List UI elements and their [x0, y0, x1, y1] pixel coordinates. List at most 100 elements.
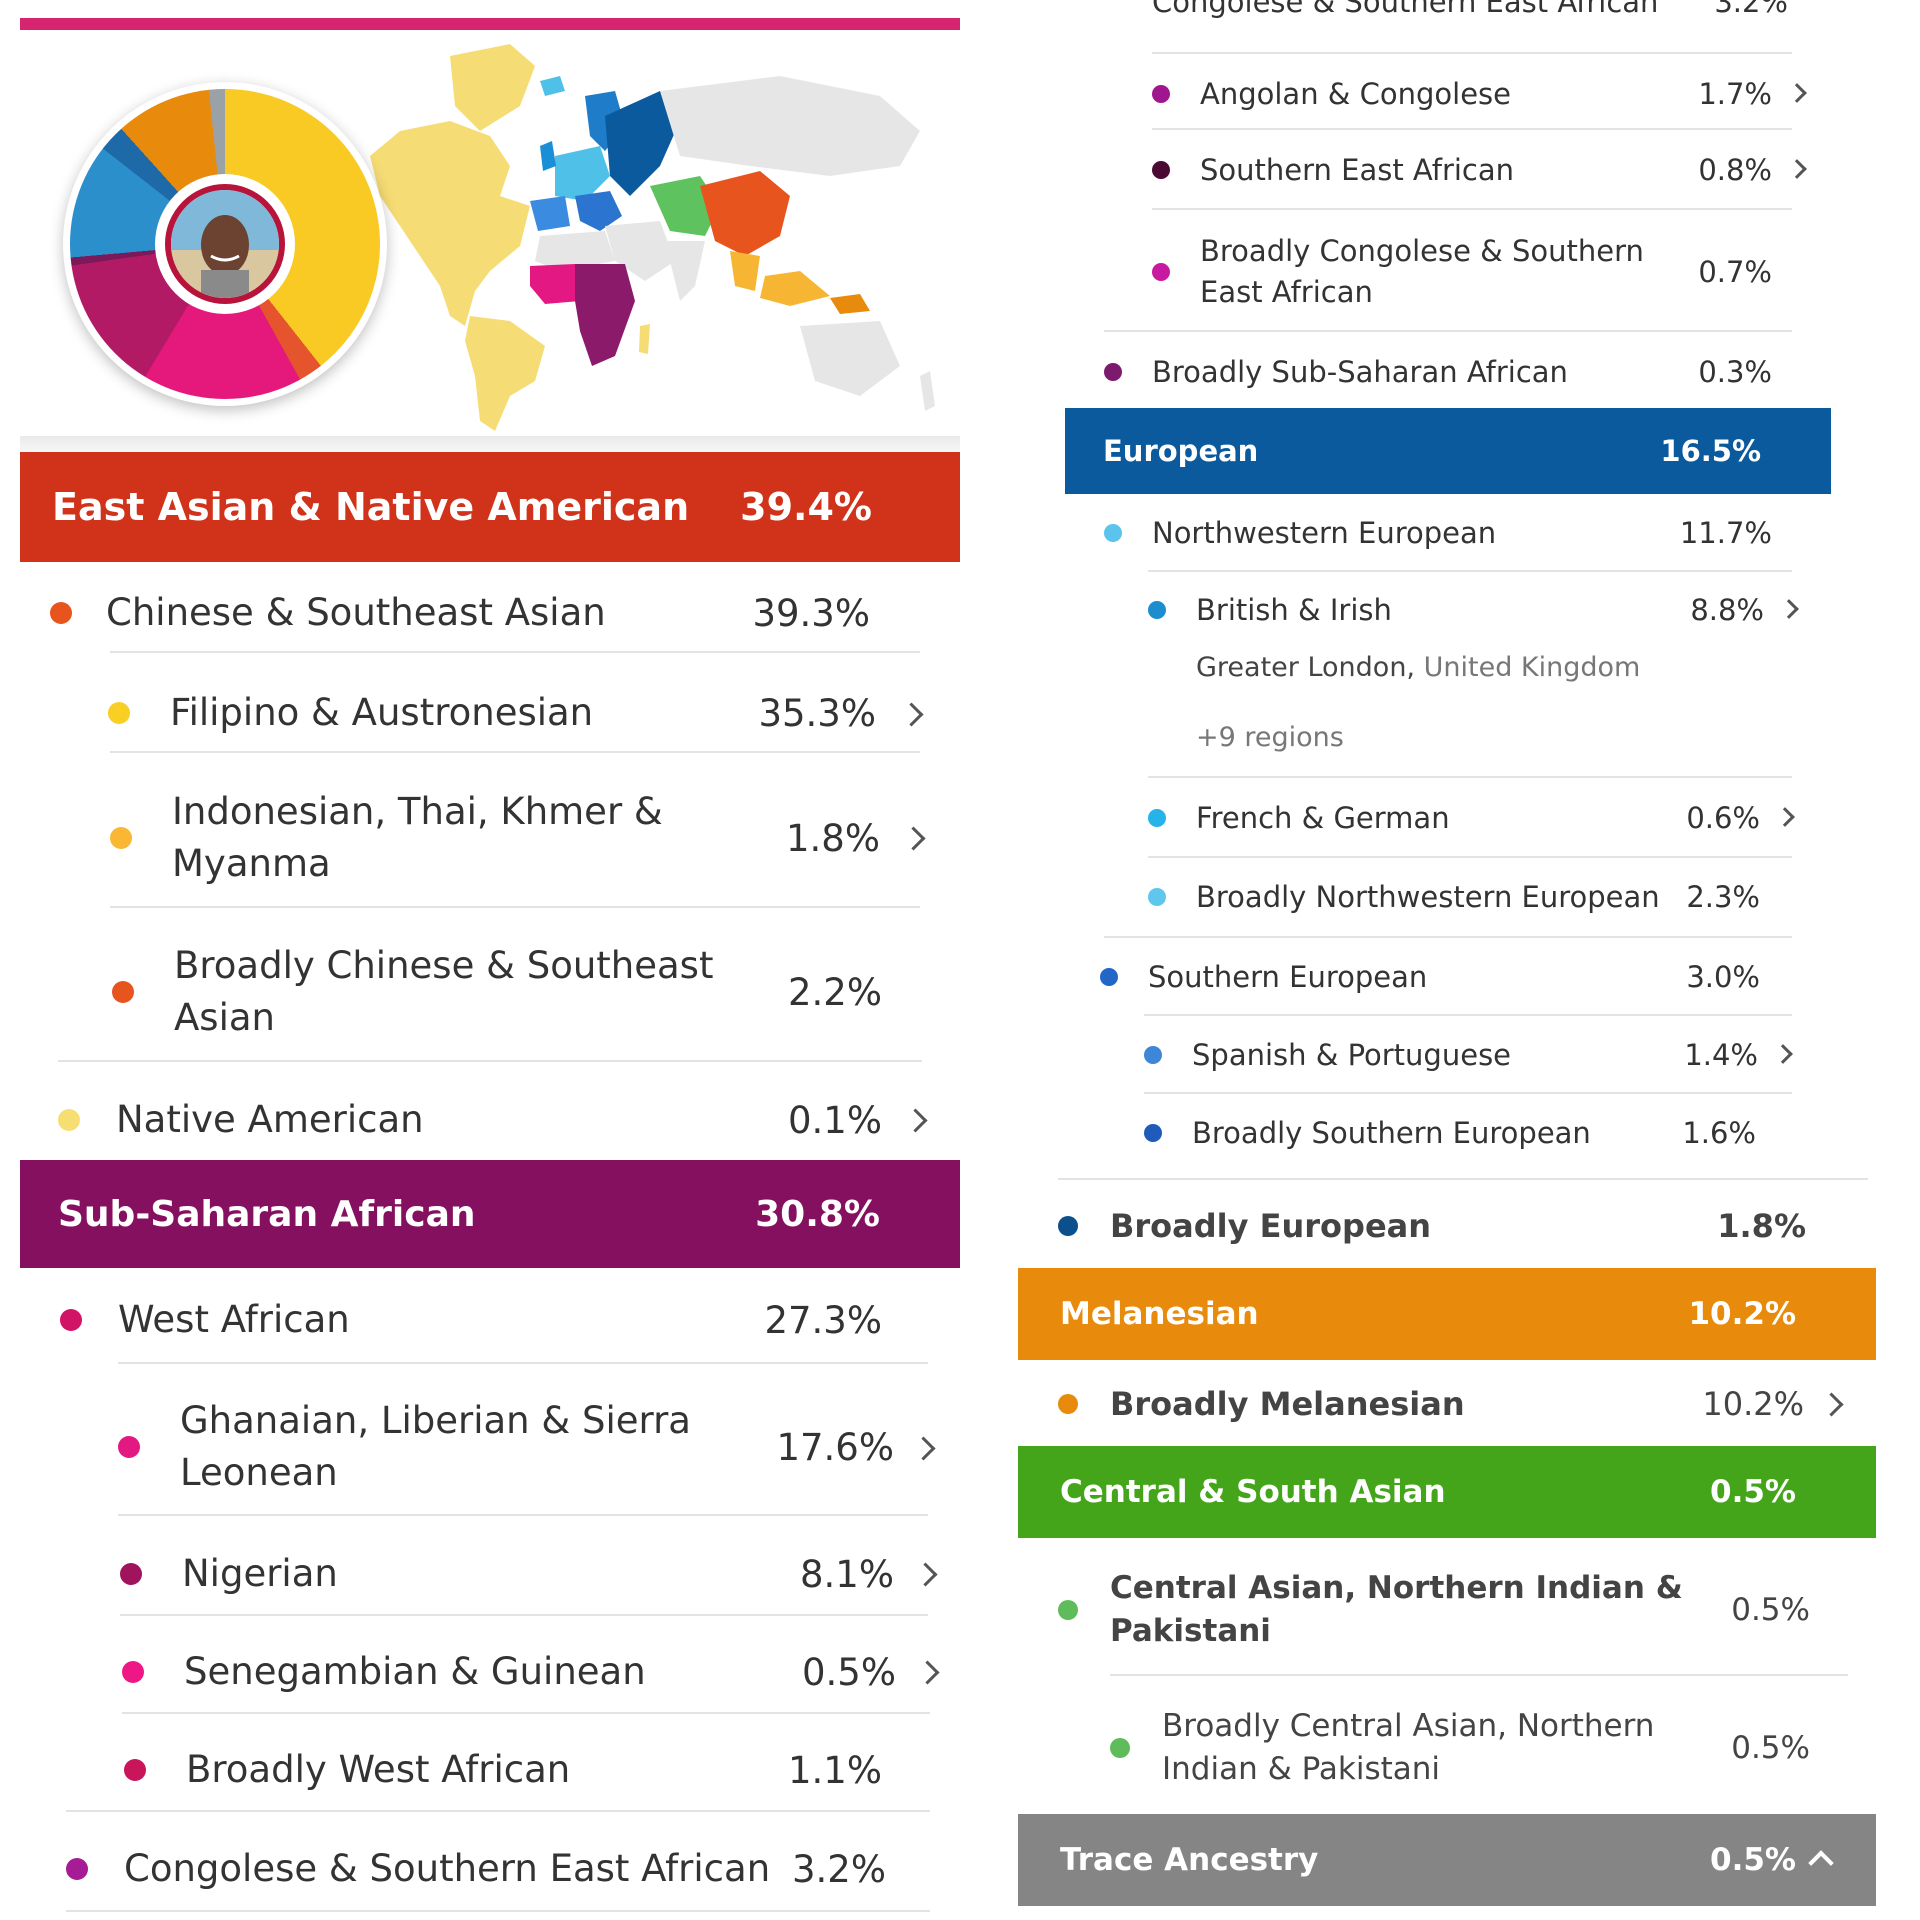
list-item-broadly-west-african[interactable]: Broadly West African 1.1%	[124, 1732, 944, 1808]
color-dot	[1110, 1738, 1130, 1758]
list-item-indonesian-thai-khmer[interactable]: Indonesian, Thai, Khmer & Myanma 1.8%	[110, 778, 930, 898]
region-band-central-south-asian[interactable]: Central & South Asian 0.5%	[1018, 1446, 1876, 1538]
list-item-percent: 0.8%	[1698, 153, 1772, 187]
list-item-broadly-congolese-southern-east-african[interactable]: Broadly Congolese & Southern East Africa…	[1152, 222, 1812, 322]
list-item-label: Broadly Melanesian	[1110, 1384, 1465, 1423]
list-item-central-asian-northern-indian-pakistani[interactable]: Central Asian, Northern Indian & Pakista…	[1058, 1556, 1876, 1664]
chevron-right-icon[interactable]	[901, 826, 926, 851]
list-item-label: Broadly European	[1110, 1206, 1432, 1245]
list-item-label: Senegambian & Guinean	[184, 1650, 646, 1694]
divider	[1110, 1674, 1848, 1676]
chevron-up-icon[interactable]	[1808, 1850, 1834, 1876]
list-item-label: Broadly West African	[186, 1748, 571, 1792]
color-dot	[66, 1858, 88, 1880]
map-madagascar	[639, 324, 650, 354]
map-uk	[540, 141, 556, 171]
list-item-broadly-southern-european[interactable]: Broadly Southern European 1.6%	[1144, 1100, 1808, 1166]
chevron-right-icon[interactable]	[911, 1436, 936, 1461]
color-dot	[110, 827, 132, 849]
divider	[110, 651, 920, 653]
divider	[118, 1362, 928, 1364]
list-item-percent: 3.2%	[792, 1847, 886, 1891]
avatar[interactable]	[165, 184, 285, 304]
chevron-right-icon[interactable]	[1787, 159, 1807, 179]
list-item-angolan-congolese[interactable]: Angolan & Congolese 1.7%	[1152, 62, 1812, 126]
color-dot	[1104, 363, 1122, 381]
chevron-right-icon[interactable]	[903, 1108, 928, 1133]
list-item-label: Angolan & Congolese	[1200, 76, 1511, 111]
left-column: East Asian & Native American 39.4% Chine…	[20, 44, 960, 1912]
region-band-label: European	[1103, 434, 1259, 468]
list-item-label: British & Irish	[1196, 592, 1392, 627]
list-item-southern-european[interactable]: Southern European 3.0%	[1100, 944, 1812, 1010]
list-item-label: Native American	[116, 1098, 424, 1142]
color-dot	[1144, 1124, 1162, 1142]
color-dot	[1144, 1046, 1162, 1064]
map-north-africa	[535, 231, 615, 271]
region-band-east-asian[interactable]: East Asian & Native American 39.4%	[20, 452, 960, 562]
chevron-right-icon[interactable]	[1775, 807, 1795, 827]
list-item-congolese-southern-east-african-cut[interactable]: Congolese & Southern East African 3.2%	[1104, 0, 1824, 24]
list-item-filipino-austronesian[interactable]: Filipino & Austronesian 35.3%	[108, 678, 928, 748]
color-dot	[108, 702, 130, 724]
chevron-right-icon[interactable]	[915, 1660, 940, 1685]
region-band-sub-saharan-african[interactable]: Sub-Saharan African 30.8%	[20, 1160, 960, 1268]
region-band-melanesian[interactable]: Melanesian 10.2%	[1018, 1268, 1876, 1360]
list-item-southern-east-african[interactable]: Southern East African 0.8%	[1152, 138, 1812, 202]
region-detail-more-link[interactable]: +9 regions	[1196, 722, 1344, 753]
divider	[1144, 1092, 1792, 1094]
color-dot	[1100, 968, 1118, 986]
list-item-label-line2: Leonean	[180, 1451, 338, 1494]
chevron-right-icon[interactable]	[899, 702, 924, 727]
region-band-trace-ancestry[interactable]: Trace Ancestry 0.5%	[1018, 1814, 1876, 1906]
list-item-percent: 3.2%	[1714, 0, 1788, 19]
color-dot	[50, 602, 72, 624]
chevron-right-icon[interactable]	[1819, 1392, 1844, 1417]
list-item-broadly-sub-saharan-african[interactable]: Broadly Sub-Saharan African 0.3%	[1104, 340, 1812, 404]
region-band-label: Sub-Saharan African	[58, 1193, 476, 1235]
list-item-west-african[interactable]: West African 27.3%	[60, 1282, 940, 1358]
list-item-broadly-european[interactable]: Broadly European 1.8%	[1058, 1188, 1866, 1264]
list-item-label-line2: Indian & Pakistani	[1162, 1751, 1441, 1787]
list-item-french-german[interactable]: French & German 0.6%	[1148, 786, 1808, 850]
color-dot	[112, 981, 134, 1003]
chevron-right-icon[interactable]	[1779, 599, 1799, 619]
list-item-broadly-melanesian[interactable]: Broadly Melanesian 10.2%	[1058, 1368, 1876, 1440]
list-item-chinese-southeast-asian[interactable]: Chinese & Southeast Asian 39.3%	[50, 578, 930, 648]
divider	[66, 1910, 930, 1912]
list-item-native-american[interactable]: Native American 0.1%	[58, 1082, 930, 1158]
list-item-northwestern-european[interactable]: Northwestern European 11.7%	[1104, 500, 1812, 566]
list-item-percent: 0.3%	[1698, 355, 1772, 389]
chevron-right-icon[interactable]	[1787, 83, 1807, 103]
list-item-broadly-chinese-southeast-asian[interactable]: Broadly Chinese & Southeast Asian 2.2%	[112, 932, 932, 1052]
map-nw-europe	[555, 146, 610, 201]
color-dot	[1058, 1216, 1078, 1236]
list-item-senegambian-guinean[interactable]: Senegambian & Guinean 0.5%	[122, 1634, 942, 1710]
list-item-ghanaian-liberian-sierra-leonean[interactable]: Ghanaian, Liberian & Sierra Leonean 17.6…	[118, 1386, 938, 1508]
list-item-congolese-southern-east-african[interactable]: Congolese & Southern East African 3.2%	[66, 1830, 950, 1908]
list-item-broadly-central-asian-northern-indian-pakistani[interactable]: Broadly Central Asian, Northern Indian &…	[1110, 1694, 1876, 1802]
map-east-europe	[605, 91, 680, 196]
list-item-percent: 0.5%	[802, 1650, 896, 1694]
color-dot	[120, 1563, 142, 1585]
list-item-british-irish[interactable]: British & Irish 8.8%	[1148, 578, 1808, 642]
color-dot	[1058, 1600, 1078, 1620]
region-band-european[interactable]: European 16.5%	[1065, 408, 1831, 494]
chevron-right-icon[interactable]	[1773, 1044, 1793, 1064]
divider	[110, 906, 920, 908]
divider	[1144, 1014, 1792, 1016]
list-item-spanish-portuguese[interactable]: Spanish & Portuguese 1.4%	[1144, 1022, 1808, 1088]
list-item-label: West African	[118, 1298, 350, 1342]
list-item-label: Broadly Congolese & Southern East Africa…	[1200, 231, 1644, 312]
list-item-nigerian[interactable]: Nigerian 8.1%	[120, 1536, 940, 1612]
more-regions-label: +9 regions	[1196, 722, 1344, 753]
list-item-label: Indonesian, Thai, Khmer & Myanma	[172, 786, 663, 890]
list-item-label: Congolese & Southern East African	[124, 1847, 771, 1891]
list-item-broadly-northwestern-european[interactable]: Broadly Northwestern European 2.3%	[1148, 864, 1808, 930]
list-item-percent: 39.3%	[752, 591, 870, 635]
list-item-label: Broadly Chinese & Southeast Asian	[174, 940, 713, 1044]
list-item-percent: 2.2%	[788, 970, 882, 1014]
region-band-percent: 30.8%	[755, 1193, 880, 1235]
chevron-right-icon[interactable]	[913, 1562, 938, 1587]
color-dot	[1058, 1394, 1078, 1414]
